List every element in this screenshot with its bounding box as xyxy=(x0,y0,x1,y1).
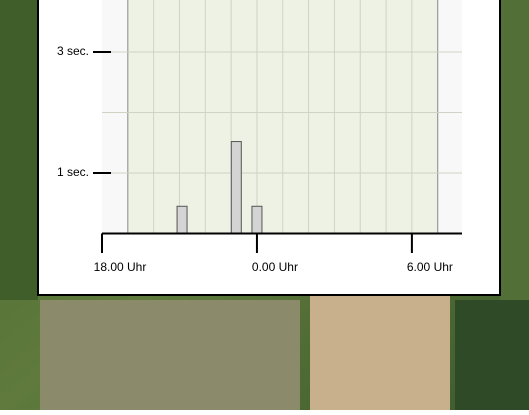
y-tick-label: 3 sec. xyxy=(57,44,89,58)
bar xyxy=(251,205,263,235)
forest xyxy=(0,0,38,300)
forest xyxy=(500,0,529,300)
plot: 1 sec. 3 sec. 18.00 Uhr 0.00 Uhr 6.00 Uhr xyxy=(57,0,462,274)
x-tick-label: 18.00 Uhr xyxy=(94,260,147,274)
bar xyxy=(176,205,188,235)
bar xyxy=(230,141,242,235)
field xyxy=(310,295,450,410)
forest xyxy=(455,300,529,410)
field xyxy=(40,300,300,410)
y-tick-label: 1 sec. xyxy=(57,165,89,179)
x-tick-label: 0.00 Uhr xyxy=(252,260,298,274)
x-tick-label: 6.00 Uhr xyxy=(407,260,453,274)
